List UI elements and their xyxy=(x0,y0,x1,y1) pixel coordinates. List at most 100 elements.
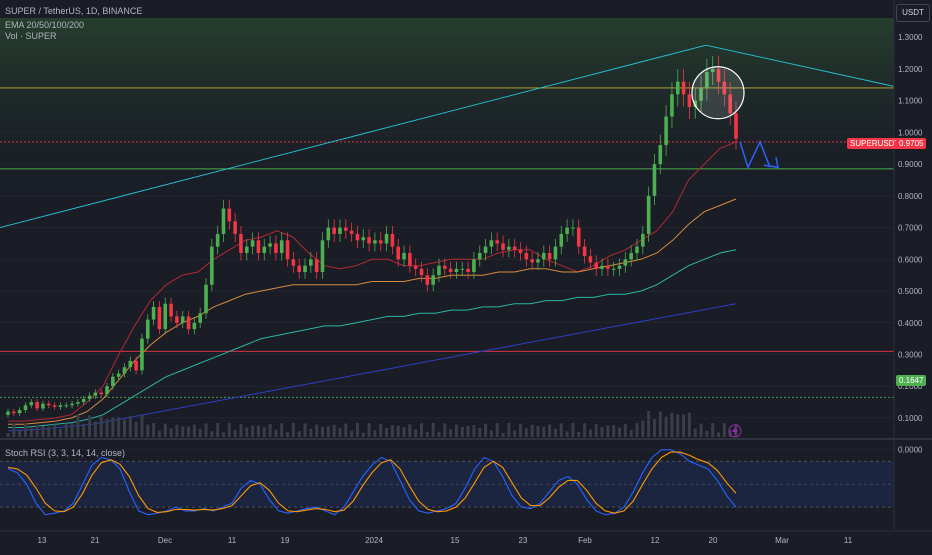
volume-bar xyxy=(717,432,721,437)
candle-body xyxy=(134,360,138,371)
chart-title: SUPER / TetherUS, 1D, BINANCE xyxy=(5,6,143,16)
candles xyxy=(6,55,738,418)
candle-body xyxy=(699,87,703,101)
volume-bar xyxy=(652,418,656,437)
volume-bar xyxy=(76,415,80,437)
volume-bar xyxy=(682,414,686,437)
candle-body xyxy=(192,322,197,330)
candle-body xyxy=(507,246,511,250)
candle-body xyxy=(332,227,336,234)
candle-body xyxy=(12,411,16,414)
volume-bar xyxy=(210,431,214,437)
volume-bar xyxy=(420,423,424,437)
candle-body xyxy=(221,208,226,234)
volume-bar xyxy=(82,423,86,437)
volume-bar xyxy=(64,423,68,437)
drawings xyxy=(691,66,779,438)
volume-bar xyxy=(117,417,121,437)
time-tick-label: 19 xyxy=(281,536,290,545)
candle-body xyxy=(617,265,622,269)
candle-body xyxy=(443,265,447,269)
candle-body xyxy=(594,262,599,269)
volume-bar xyxy=(379,423,383,437)
volume-bar xyxy=(239,424,243,437)
axis-bg xyxy=(894,0,932,550)
volume-bar xyxy=(332,424,336,437)
candle-body xyxy=(279,240,284,253)
candle-body xyxy=(576,227,581,247)
candle-body xyxy=(244,246,249,253)
volume-bar xyxy=(157,430,161,437)
time-tick-label: 2024 xyxy=(365,536,383,545)
volume-bar xyxy=(251,425,255,437)
volume-bar xyxy=(472,425,476,437)
candle-body xyxy=(413,265,418,269)
price-tick-label: 1.0000 xyxy=(898,128,923,137)
volume-label: Vol · SUPER xyxy=(5,31,57,41)
candle-body xyxy=(41,403,45,409)
candle-body xyxy=(675,81,680,95)
candle-body xyxy=(495,240,500,244)
volume-bar xyxy=(577,432,581,437)
candle-body xyxy=(303,265,307,273)
candle-body xyxy=(419,268,424,276)
currency-button[interactable]: USDT xyxy=(896,4,930,22)
price-tick-label: 0.6000 xyxy=(898,255,923,264)
candle-body xyxy=(710,68,715,73)
candle-body xyxy=(658,145,663,165)
volume-bar xyxy=(227,423,231,437)
volume-bar xyxy=(361,432,365,437)
last-price-tag: 0.9705 xyxy=(896,138,927,149)
volume-bar xyxy=(443,423,447,437)
stoch-D-line xyxy=(7,451,737,514)
candle-body xyxy=(390,233,395,247)
candle-body xyxy=(309,259,313,266)
volume-bar xyxy=(454,424,458,437)
symbol-tag: SUPERUSDT xyxy=(847,138,903,149)
price-tick-label: 0.0000 xyxy=(898,446,923,455)
volume-bar xyxy=(478,427,482,437)
volume-bar xyxy=(187,426,191,437)
candle-body xyxy=(145,319,150,339)
candle-body xyxy=(542,252,546,260)
time-tick-label: 11 xyxy=(228,536,237,545)
candle-body xyxy=(204,284,208,314)
volume-bar xyxy=(53,424,57,437)
volume-bar xyxy=(495,423,499,437)
volume-bar xyxy=(355,423,359,437)
candle-body xyxy=(122,367,127,374)
time-tick-label: 21 xyxy=(91,536,100,545)
time-tick-label: Mar xyxy=(775,536,789,545)
volume-bar xyxy=(268,424,272,437)
candle-body xyxy=(518,249,523,253)
volume-bar xyxy=(559,423,563,437)
volume-bar xyxy=(134,422,138,437)
candle-body xyxy=(477,252,482,260)
candle-body xyxy=(256,240,261,253)
candle-body xyxy=(425,275,430,285)
volume-bar xyxy=(12,423,16,437)
candle-body xyxy=(437,265,441,276)
volume-bar xyxy=(146,424,150,437)
lightning-icon xyxy=(732,426,738,436)
volume-bar xyxy=(6,433,10,437)
candle-body xyxy=(361,237,366,241)
candle-body xyxy=(17,410,22,414)
volume-bar xyxy=(105,419,109,437)
candle-body xyxy=(105,386,109,395)
volume-bar xyxy=(303,423,307,437)
volume-bar xyxy=(408,424,412,437)
volume-bar xyxy=(216,423,220,437)
volume-bar xyxy=(163,423,167,437)
candle-body xyxy=(210,246,214,285)
candle-body xyxy=(343,227,348,231)
candle-body xyxy=(52,405,57,407)
volume-bar xyxy=(326,426,330,437)
candle-body xyxy=(198,313,202,323)
volume-bar xyxy=(390,425,394,437)
volume-bar xyxy=(728,429,732,437)
candle-body xyxy=(64,405,69,407)
volume-bar xyxy=(152,423,156,437)
